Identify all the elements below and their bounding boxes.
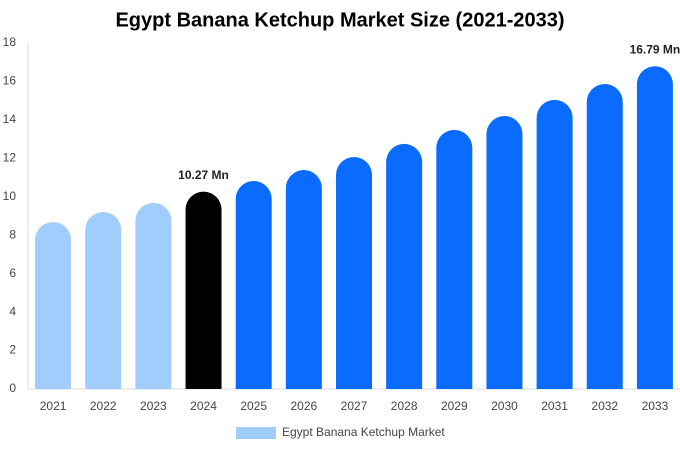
y-tick-label: 14 [3, 112, 17, 126]
bar [486, 116, 523, 390]
y-tick-label: 6 [9, 266, 16, 280]
bar [586, 83, 623, 389]
x-tick-label: 2032 [591, 399, 618, 413]
bar [85, 211, 122, 389]
y-tick-label: 2 [9, 343, 16, 357]
bar [135, 202, 172, 389]
x-tick-label: 2030 [491, 399, 518, 413]
bar [536, 99, 573, 390]
legend-label: Egypt Banana Ketchup Market [282, 425, 445, 439]
bar [285, 170, 322, 389]
y-tick-label: 18 [3, 35, 17, 49]
x-tick-label: 2022 [90, 399, 117, 413]
value-label: 16.79 Mn [630, 42, 680, 56]
bar [336, 156, 372, 389]
bar [185, 191, 222, 389]
x-tick-label: 2021 [40, 399, 67, 413]
x-tick-label: 2031 [541, 399, 568, 413]
x-tick-label: 2026 [290, 399, 317, 413]
value-label: 10.27 Mn [178, 168, 229, 182]
y-tick-label: 4 [9, 304, 16, 318]
bar [35, 221, 72, 389]
legend-swatch [236, 427, 276, 439]
x-tick-label: 2028 [391, 399, 418, 413]
y-tick-label: 0 [9, 381, 16, 395]
bar [235, 181, 272, 389]
x-tick-label: 2024 [190, 399, 217, 413]
chart-title: Egypt Banana Ketchup Market Size (2021-2… [115, 9, 564, 31]
y-tick-label: 16 [3, 74, 17, 88]
y-tick-label: 10 [3, 189, 17, 203]
x-tick-label: 2033 [642, 399, 669, 413]
bar [636, 66, 673, 390]
x-tick-label: 2025 [240, 399, 267, 413]
x-tick-label: 2023 [140, 399, 167, 413]
x-tick-label: 2029 [441, 399, 468, 413]
y-tick-label: 12 [3, 151, 17, 165]
bar [436, 129, 473, 389]
bar [386, 143, 423, 389]
y-tick-label: 8 [9, 227, 16, 241]
x-tick-label: 2027 [341, 399, 368, 413]
